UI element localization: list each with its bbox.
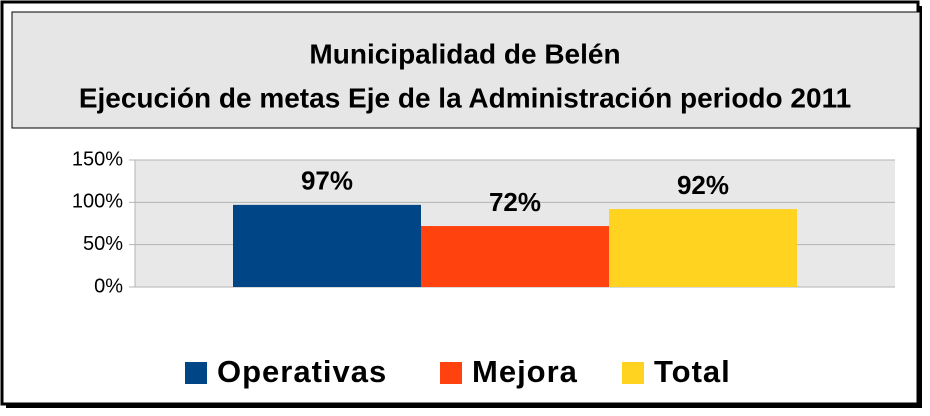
- legend-label: Total: [654, 354, 731, 389]
- data-label: 72%: [489, 187, 541, 217]
- y-tick-label: 0%: [94, 275, 123, 297]
- legend-swatch: [440, 362, 462, 384]
- bar: [233, 204, 421, 287]
- y-tick-label: 100%: [72, 191, 123, 213]
- data-label: 92%: [677, 170, 729, 200]
- bar: [421, 226, 609, 287]
- chart-title: Municipalidad de Belén: [309, 38, 620, 69]
- title-box: [11, 11, 921, 129]
- legend-label: Operativas: [217, 354, 387, 389]
- data-label: 97%: [301, 166, 353, 196]
- legend-swatch: [185, 362, 207, 384]
- bar: [609, 209, 797, 287]
- y-tick-label: 50%: [83, 233, 123, 255]
- chart-subtitle: Ejecución de metas Eje de la Administrac…: [79, 82, 851, 113]
- legend-swatch: [622, 362, 644, 384]
- legend-label: Mejora: [472, 354, 578, 389]
- y-tick-label: 150%: [72, 148, 123, 170]
